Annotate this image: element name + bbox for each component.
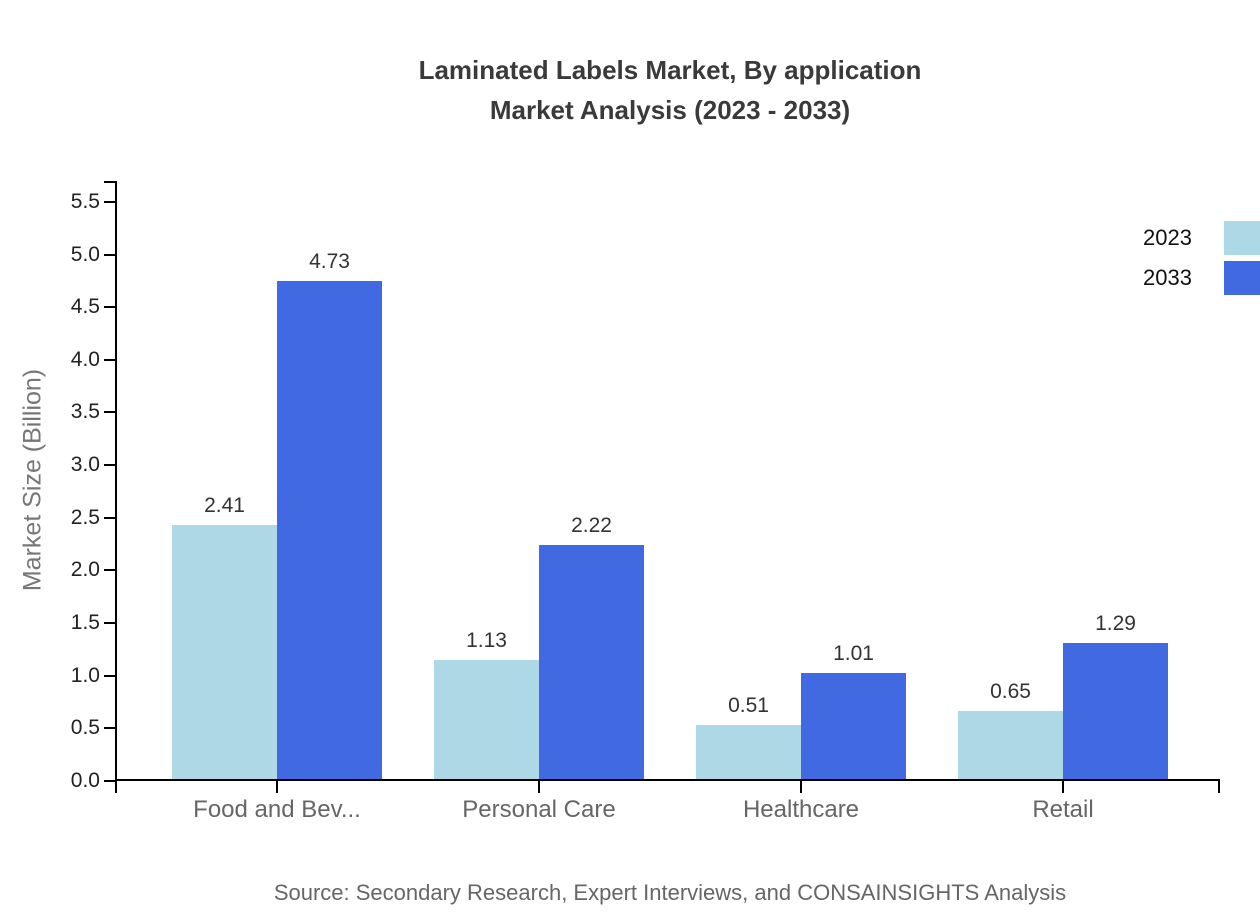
y-tick [104,674,117,677]
y-axis-top-cap [104,181,117,183]
category-label: Retail [1032,796,1094,823]
legend-row-2023: 2023 [1092,221,1260,255]
value-label: 0.51 [728,694,769,718]
chart-title: Laminated Labels Market, By application … [80,50,1260,130]
y-tick [104,780,117,782]
category-label: Healthcare [742,796,860,823]
y-tick [104,569,117,572]
value-label: 1.13 [466,629,507,652]
y-tick-label: 2.0 [70,558,100,582]
y-tick [104,358,117,361]
value-label: 0.65 [990,679,1031,703]
y-tick-label: 2.5 [70,505,100,529]
source-text: Source: Secondary Research, Expert Inter… [273,880,1067,905]
category-tick [1062,781,1064,793]
y-tick-label: 1.0 [70,663,100,687]
value-label: 1.01 [833,641,874,665]
title-line-1: Laminated Labels Market, By application [418,55,922,85]
category-label: Food and Bev... [193,796,361,823]
y-tick-label: 3.0 [70,453,100,477]
y-axis-spine [115,181,117,793]
y-tick [104,516,117,519]
category-tick [538,781,540,793]
y-tick-label: 0.0 [70,769,100,792]
y-tick [104,200,117,203]
title-line-2: Market Analysis (2023 - 2033) [489,95,851,125]
bar-2023 [434,660,539,779]
bar-2023 [172,525,277,779]
y-tick [104,306,117,309]
y-tick [104,622,117,625]
legend-swatch [1224,221,1260,255]
value-label: 2.41 [204,494,245,518]
bar-2033 [801,672,906,779]
value-label: 1.29 [1095,612,1136,636]
category-label: Personal Care [462,796,616,823]
bar-2033 [1063,643,1168,779]
y-tick-label: 5.5 [70,189,100,213]
x-axis-spine [115,779,1220,781]
y-tick-label: 1.5 [70,611,100,635]
y-tick [104,727,117,730]
legend-label: 2033 [1143,265,1192,290]
y-tick-label: 3.5 [70,400,100,424]
y-tick [104,253,117,256]
y-tick-label: 5.0 [70,242,100,266]
category-tick [800,781,802,793]
bar-2033 [277,280,382,779]
bar-2033 [539,545,644,779]
y-tick [104,464,117,467]
bar-2023 [696,725,801,779]
legend-row-2033: 2033 [1092,261,1260,295]
legend-label: 2023 [1143,225,1192,250]
bar-2023 [958,710,1063,779]
y-tick [104,411,117,414]
value-label: 4.73 [309,249,350,273]
legend-swatch [1224,261,1260,295]
y-tick-label: 0.5 [70,716,100,740]
y-tick-label: 4.5 [70,295,100,319]
y-tick-label: 4.0 [70,347,100,371]
x-axis-end-cap [1218,779,1220,793]
value-label: 2.22 [571,514,612,538]
category-tick [276,781,278,793]
